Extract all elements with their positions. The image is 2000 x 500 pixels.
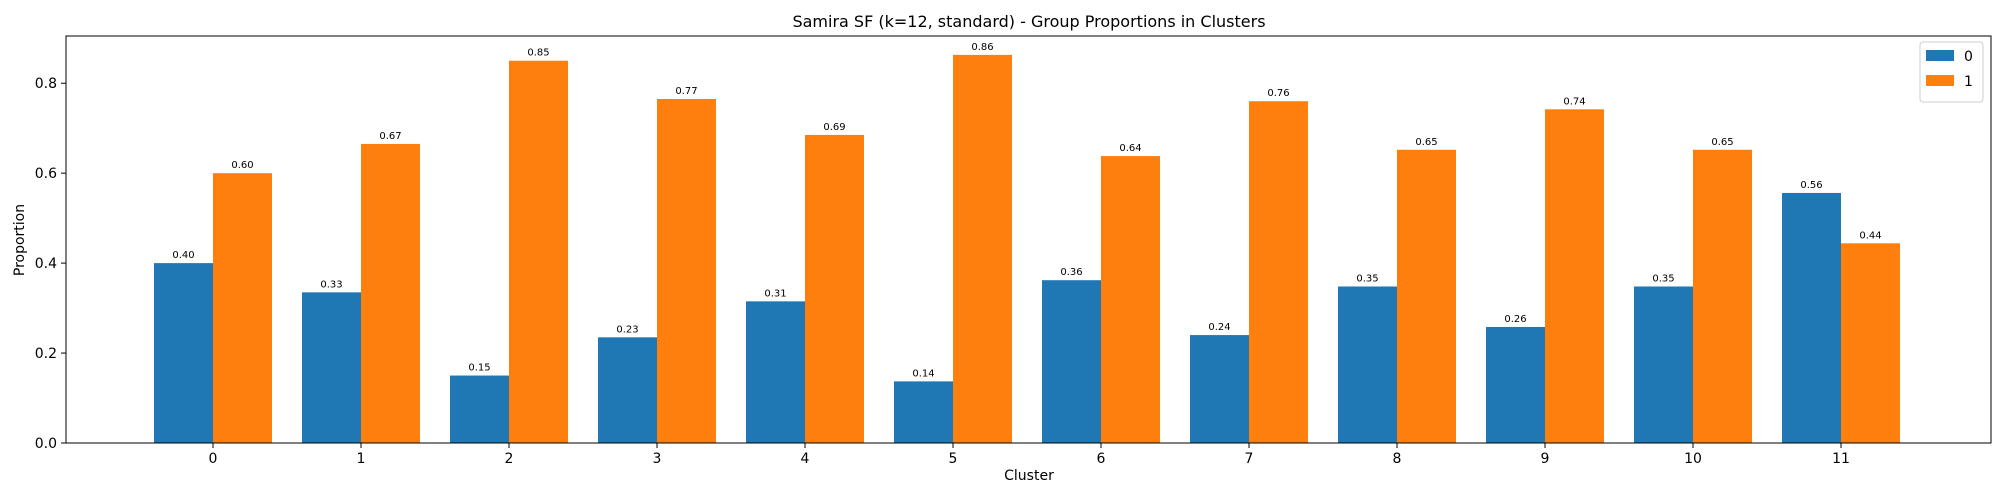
- data-label-series-0-cluster-11: 0.56: [1800, 180, 1822, 191]
- data-label-series-1-cluster-4: 0.69: [823, 122, 845, 133]
- x-tick-label: 9: [1541, 451, 1550, 467]
- bar-series-0-cluster-10: [1634, 286, 1693, 443]
- data-label-series-0-cluster-5: 0.14: [912, 368, 934, 379]
- x-tick-label: 10: [1684, 451, 1702, 467]
- bar-series-0-cluster-8: [1338, 286, 1397, 443]
- x-axis-ticks: 0 1 2 3 4 5 6 7 8 9 10 11: [209, 443, 1850, 467]
- bar-series-0-cluster-1: [302, 292, 361, 443]
- bar-series-1-cluster-6: [1101, 156, 1160, 444]
- bar-series-1-cluster-7: [1249, 101, 1308, 443]
- data-label-series-0-cluster-3: 0.23: [616, 324, 638, 335]
- x-tick-label: 4: [801, 451, 810, 467]
- bar-series-1-cluster-5: [953, 54, 1012, 443]
- bar-series-0-cluster-5: [894, 381, 953, 443]
- legend: 01: [1919, 41, 1984, 103]
- plot-frame: [65, 35, 1992, 444]
- data-label-series-0-cluster-8: 0.35: [1356, 273, 1378, 284]
- data-label-series-0-cluster-7: 0.24: [1208, 322, 1230, 333]
- x-tick-label: 11: [1832, 451, 1850, 467]
- y-tick-label: 0.6: [35, 166, 57, 182]
- bar-series-1-cluster-11: [1841, 243, 1900, 443]
- bar-series-1-cluster-10: [1693, 149, 1752, 444]
- data-label-series-1-cluster-7: 0.76: [1267, 88, 1289, 99]
- data-label-series-1-cluster-1: 0.67: [379, 131, 401, 142]
- x-tick-label: 2: [505, 451, 514, 467]
- data-label-series-0-cluster-6: 0.36: [1060, 267, 1082, 278]
- bar-series-1-cluster-8: [1397, 149, 1456, 444]
- chart-title: Samira SF (k=12, standard) - Group Propo…: [792, 12, 1265, 31]
- legend-swatch-series-0: [1926, 50, 1954, 61]
- bar-series-0-cluster-6: [1042, 280, 1101, 443]
- bar-series-1-cluster-3: [657, 98, 716, 443]
- data-labels-group: 0.40 0.60 0.33 0.67 0.15 0.85 0.23 0.77 0.31 0.69…: [172, 42, 1881, 379]
- x-tick-label: 3: [653, 451, 662, 467]
- bar-series-0-cluster-9: [1486, 326, 1545, 443]
- data-label-series-1-cluster-6: 0.64: [1119, 143, 1141, 154]
- data-label-series-0-cluster-0: 0.40: [172, 250, 194, 261]
- legend-swatch-series-1: [1926, 75, 1954, 86]
- bar-series-0-cluster-3: [598, 337, 657, 443]
- x-tick-label: 8: [1393, 451, 1402, 467]
- y-axis-ticks: 0.0 0.2 0.4 0.6 0.8: [35, 76, 66, 452]
- x-axis-label: Cluster: [1004, 468, 1054, 484]
- data-label-series-0-cluster-10: 0.35: [1652, 273, 1674, 284]
- data-label-series-0-cluster-2: 0.15: [468, 363, 490, 374]
- data-label-series-1-cluster-0: 0.60: [231, 160, 253, 171]
- data-label-series-1-cluster-8: 0.65: [1415, 137, 1437, 148]
- data-label-series-1-cluster-11: 0.44: [1859, 230, 1881, 241]
- bar-series-0-cluster-7: [1190, 335, 1249, 443]
- data-label-series-0-cluster-1: 0.33: [320, 279, 342, 290]
- bar-series-0-cluster-4: [746, 301, 805, 443]
- data-label-series-1-cluster-10: 0.65: [1711, 137, 1733, 148]
- bar-series-0-cluster-2: [450, 375, 509, 443]
- data-label-series-1-cluster-2: 0.85: [527, 48, 549, 59]
- bars-group: [154, 54, 1900, 444]
- bar-series-1-cluster-0: [213, 173, 272, 443]
- x-tick-label: 5: [949, 451, 958, 467]
- y-tick-label: 0.4: [35, 256, 57, 272]
- data-label-series-0-cluster-9: 0.26: [1504, 314, 1526, 325]
- bar-series-0-cluster-11: [1782, 192, 1841, 443]
- data-label-series-0-cluster-4: 0.31: [764, 288, 786, 299]
- y-axis-label: Proportion: [12, 204, 28, 276]
- y-tick-label: 0.2: [35, 346, 57, 362]
- bar-series-1-cluster-4: [805, 134, 864, 444]
- x-tick-label: 7: [1245, 451, 1254, 467]
- y-tick-label: 0.0: [35, 436, 57, 452]
- data-label-series-1-cluster-3: 0.77: [675, 86, 697, 97]
- data-label-series-1-cluster-9: 0.74: [1563, 96, 1585, 107]
- legend-label-series-0: 0: [1964, 49, 1973, 65]
- legend-label-series-1: 1: [1964, 74, 1973, 90]
- x-tick-label: 0: [209, 451, 218, 467]
- bar-series-1-cluster-9: [1545, 109, 1604, 444]
- x-tick-label: 1: [357, 451, 366, 467]
- data-label-series-1-cluster-5: 0.86: [971, 42, 993, 53]
- y-tick-label: 0.8: [35, 76, 57, 92]
- x-tick-label: 6: [1097, 451, 1106, 467]
- bar-series-1-cluster-1: [361, 143, 420, 443]
- bar-series-0-cluster-0: [154, 263, 213, 443]
- bar-series-1-cluster-2: [509, 60, 568, 444]
